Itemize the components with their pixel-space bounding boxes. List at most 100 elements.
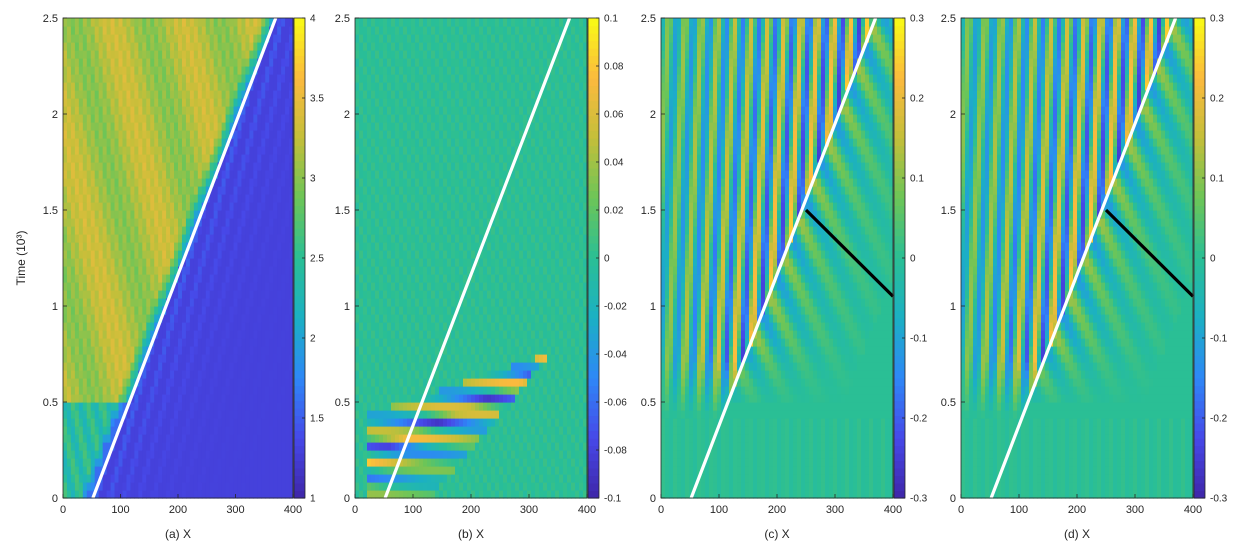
heatmap-cell: [237, 330, 243, 339]
heatmap-cell: [63, 282, 68, 291]
heatmap-cell: [138, 386, 143, 395]
heatmap-cell: [178, 74, 183, 83]
heatmap-cell: [221, 122, 227, 131]
heatmap-cell: [126, 186, 132, 195]
heatmap-cell: [201, 258, 207, 267]
heatmap-cell: [70, 114, 76, 123]
heatmap-cell: [138, 210, 143, 219]
heatmap-cell: [213, 106, 219, 115]
colorbar-segment: [294, 340, 305, 349]
heatmap-cell: [391, 170, 396, 179]
heatmap-cell: [363, 274, 368, 283]
heatmap-cell: [130, 34, 135, 43]
heatmap-cell: [427, 338, 432, 347]
heatmap-cell: [185, 274, 191, 283]
heatmap-cell: [217, 362, 223, 371]
heatmap-cell: [431, 106, 436, 115]
heatmap-cell: [181, 306, 187, 315]
heatmap-cell: [78, 474, 84, 483]
heatmap-cell: [86, 266, 92, 275]
heatmap-cell: [213, 466, 219, 475]
heatmap-cell: [237, 306, 243, 315]
heatmap-cell: [383, 122, 388, 131]
heatmap-cell: [233, 90, 239, 99]
heatmap-cell: [122, 450, 128, 459]
heatmap-cell: [98, 362, 104, 371]
heatmap-cell: [82, 378, 88, 387]
heatmap-cell: [285, 130, 290, 139]
heatmap-cell: [86, 210, 92, 219]
heatmap-cell: [367, 378, 372, 387]
heatmap-cell: [78, 194, 84, 203]
heatmap-cell: [166, 474, 171, 483]
heatmap-cell: [114, 234, 120, 243]
heatmap-cell: [423, 474, 428, 483]
colorbar-segment: [294, 168, 305, 177]
heatmap-cell: [375, 458, 380, 467]
heatmap-cell: [122, 482, 128, 491]
heatmap-cell: [94, 42, 100, 51]
heatmap-cell: [158, 290, 163, 299]
heatmap-cell: [90, 322, 96, 331]
heatmap-cell: [63, 490, 68, 499]
heatmap-cell: [363, 290, 368, 299]
heatmap-cell: [126, 122, 132, 131]
heatmap-cell: [162, 90, 167, 99]
heatmap-cell: [90, 130, 96, 139]
heatmap-cell: [253, 226, 258, 235]
heatmap-cell: [423, 362, 428, 371]
heatmap-cell: [122, 18, 128, 27]
heatmap-cell: [261, 18, 266, 27]
heatmap-cell: [166, 482, 171, 491]
heatmap-cell: [419, 202, 424, 211]
heatmap-cell: [110, 386, 116, 395]
heatmap-cell: [126, 194, 132, 203]
heatmap-cell: [407, 282, 412, 291]
heatmap-cell: [439, 458, 444, 467]
heatmap-cell: [217, 450, 223, 459]
heatmap-cell: [289, 106, 294, 115]
heatmap-cell: [146, 178, 151, 187]
heatmap-cell: [435, 42, 440, 51]
heatmap-cell: [407, 290, 412, 299]
heatmap-cell: [277, 386, 282, 395]
heatmap-cell: [423, 226, 428, 235]
heatmap-cell: [201, 370, 207, 379]
heatmap-cell: [102, 290, 108, 299]
heatmap-cell: [130, 458, 135, 467]
heatmap-cell: [130, 306, 135, 315]
heatmap-cell: [217, 122, 223, 131]
heatmap-cell: [289, 458, 294, 467]
heatmap-cell: [269, 170, 274, 179]
heatmap-cell: [371, 482, 376, 491]
heatmap-cell: [118, 426, 124, 435]
heatmap-cell: [399, 218, 404, 227]
heatmap-cell: [269, 378, 274, 387]
heatmap-cell: [253, 250, 258, 259]
heatmap-cell: [265, 370, 270, 379]
heatmap-cell: [435, 98, 440, 107]
heatmap-cell: [213, 194, 219, 203]
heatmap-cell: [407, 98, 412, 107]
colorbar-segment: [294, 475, 305, 484]
heatmap-cell: [126, 146, 132, 155]
heatmap-cell: [154, 146, 159, 155]
heatmap-cell: [355, 354, 360, 363]
heatmap-cell: [217, 274, 223, 283]
heatmap-cell: [423, 138, 428, 147]
heatmap-cell: [94, 178, 100, 187]
heatmap-cell: [277, 314, 282, 323]
heatmap-cell: [379, 362, 384, 371]
heatmap-cell: [142, 410, 147, 419]
heatmap-cell: [221, 482, 227, 491]
heatmap-cell: [138, 114, 143, 123]
heatmap-cell: [395, 402, 400, 411]
heatmap-cell: [261, 138, 266, 147]
heatmap-cell: [130, 474, 135, 483]
heatmap-cell: [411, 266, 416, 275]
heatmap-cell: [391, 74, 396, 83]
heatmap-cell: [134, 410, 139, 419]
heatmap-cell: [193, 482, 199, 491]
heatmap-cell: [265, 226, 270, 235]
heatmap-cell: [245, 82, 250, 91]
